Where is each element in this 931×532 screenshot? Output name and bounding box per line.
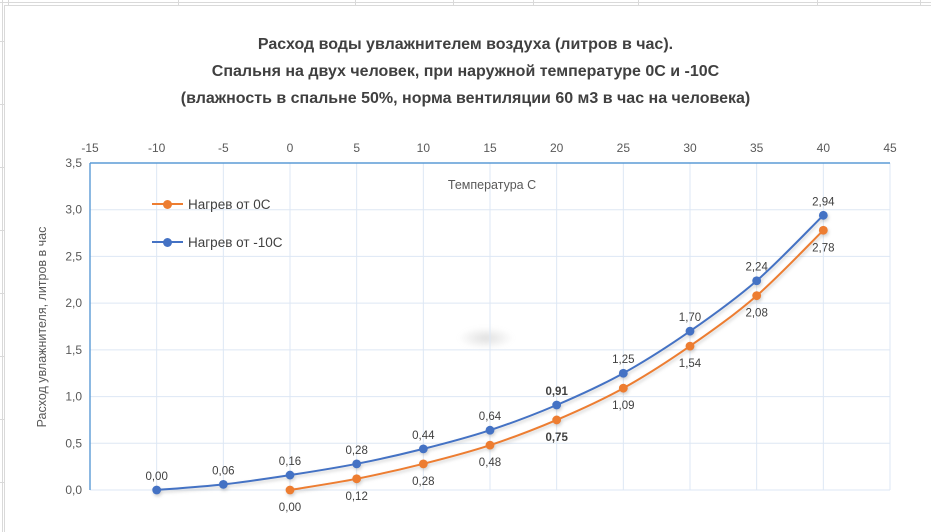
sheet-row-border [0, 419, 4, 420]
sheet-row-border [0, 482, 4, 483]
legend-entry-heating-from-minus10c[interactable]: Нагрев от -10С [152, 233, 283, 251]
sheet-row-border [0, 230, 4, 231]
chart-legend: Нагрев от 0С Нагрев от -10С [152, 195, 283, 271]
chart-title-line-2: Спальня на двух человек, при наружной те… [211, 63, 720, 80]
sheet-column-border [533, 0, 534, 5]
sheet-row-border [0, 293, 4, 294]
sheet-column-border [178, 0, 179, 5]
sheet-column-border [638, 0, 639, 5]
sheet-row-border [0, 167, 4, 168]
sheet-row-border [0, 41, 4, 42]
chart-title-line-1: Расход воды увлажнителем воздуха (литров… [257, 36, 674, 53]
sheet-gridline-vertical [2, 0, 3, 532]
sheet-column-border [355, 0, 356, 5]
watermark-smudge [458, 327, 514, 349]
chart-title-line-3: (влажность в спальне 50%, норма вентиляц… [180, 90, 751, 107]
legend-entry-heating-from-0c[interactable]: Нагрев от 0С [152, 195, 283, 213]
sheet-column-border [453, 0, 454, 5]
sheet-column-border [817, 0, 818, 5]
sheet-column-border [8, 0, 9, 5]
chart-title: Расход воды увлажнителем воздуха (литров… [0, 31, 931, 112]
sheet-gridline-horizontal [0, 2, 931, 3]
legend-label: Нагрев от 0С [188, 196, 271, 212]
sheet-column-border [920, 0, 921, 5]
sheet-row-border [0, 104, 4, 105]
legend-label: Нагрев от -10С [188, 234, 283, 250]
sheet-row-border [0, 356, 4, 357]
legend-marker-orange-icon [152, 195, 183, 213]
legend-marker-blue-icon [152, 233, 183, 251]
